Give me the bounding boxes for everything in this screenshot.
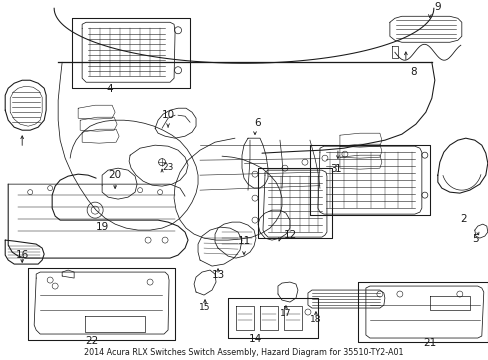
- Text: 4: 4: [106, 84, 113, 94]
- Text: 12: 12: [284, 230, 297, 240]
- Text: 2: 2: [460, 214, 466, 224]
- Text: 13: 13: [211, 270, 224, 280]
- Text: 11: 11: [237, 236, 250, 246]
- Text: 21: 21: [422, 338, 436, 348]
- Text: 8: 8: [410, 67, 416, 77]
- Text: 9: 9: [434, 2, 440, 12]
- Text: 19: 19: [95, 222, 108, 232]
- Text: 1: 1: [334, 164, 341, 174]
- Text: 6: 6: [254, 118, 261, 128]
- Text: 22: 22: [85, 336, 99, 346]
- Text: 14: 14: [248, 334, 261, 344]
- Text: 17: 17: [280, 309, 291, 318]
- Text: 18: 18: [309, 315, 321, 324]
- Text: 2014 Acura RLX Switches Switch Assembly, Hazard Diagram for 35510-TY2-A01: 2014 Acura RLX Switches Switch Assembly,…: [84, 348, 403, 357]
- Text: 15: 15: [199, 303, 210, 312]
- Text: 16: 16: [16, 250, 29, 260]
- Text: 5: 5: [471, 234, 478, 244]
- Text: 23: 23: [162, 163, 173, 172]
- Text: 20: 20: [108, 170, 122, 180]
- Text: 10: 10: [161, 110, 174, 120]
- Text: 3: 3: [330, 164, 337, 174]
